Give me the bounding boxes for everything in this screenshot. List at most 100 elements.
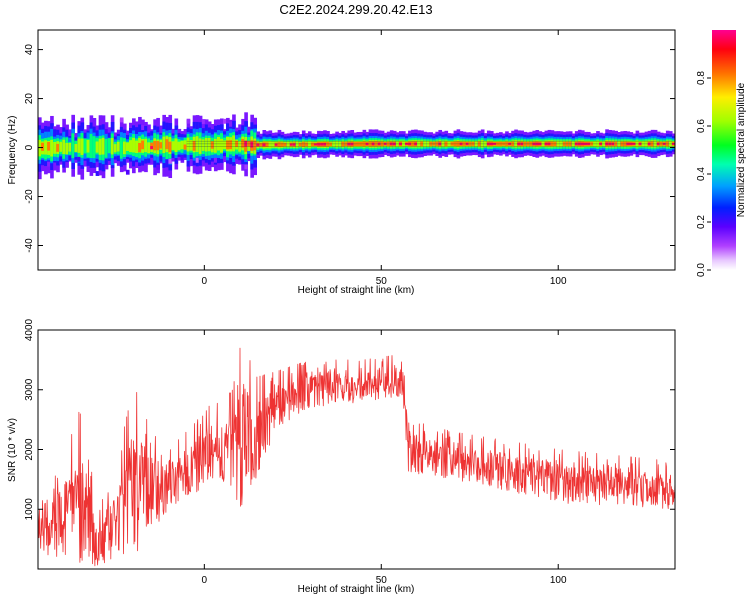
spectrogram-cell — [213, 138, 218, 153]
spectrogram-cell — [180, 140, 185, 150]
spectrogram-cell — [329, 142, 333, 146]
y-tick-label: -40 — [24, 238, 35, 253]
spectrogram-cell — [168, 141, 173, 153]
spectrogram-cell — [153, 141, 157, 151]
spectrogram-cell — [74, 144, 79, 152]
spectrogram-cell — [183, 140, 188, 149]
spectrogram-cell — [262, 143, 267, 147]
spectrogram-cell — [122, 141, 127, 155]
spectrogram-cell — [165, 139, 170, 150]
spectrogram-frame — [37, 29, 676, 271]
spectrogram-cell — [271, 141, 276, 148]
colorbar-ticks: 0.0 0.2 0.4 0.6 0.8 — [696, 71, 711, 277]
spectrogram-cell — [317, 143, 321, 146]
spectrogram-cell — [92, 136, 97, 159]
y-tick-label: 0 — [24, 144, 35, 150]
spectrogram-cell — [280, 142, 285, 147]
spectrogram-cell — [98, 138, 103, 155]
spectrogram-cell — [104, 129, 109, 134]
spectrogram-cell — [229, 121, 233, 127]
y-tick-label: 4000 — [24, 318, 35, 341]
spectrogram-cell — [71, 133, 75, 159]
spectrogram-cell — [174, 138, 179, 153]
x-tick-label: 0 — [202, 276, 208, 287]
x-tick-label: 50 — [376, 575, 388, 586]
y-tick-label: 3000 — [24, 378, 35, 401]
spectrogram-cell — [307, 140, 312, 148]
spectrogram-cell — [122, 123, 127, 129]
snr-x-ticks: 0 50 100 — [202, 330, 567, 586]
spectrogram-cell — [195, 157, 200, 163]
spectrogram-cell — [59, 141, 63, 152]
spectrogram-cell — [95, 141, 100, 153]
spectrogram-cell — [186, 118, 191, 124]
spectrogram-cell — [268, 140, 273, 149]
spectrogram-cell — [119, 117, 124, 123]
spectrogram-cell — [277, 142, 282, 148]
spectrogram-y-label: Frequency (Hz) — [7, 116, 18, 185]
y-tick-label: 1000 — [24, 498, 35, 521]
spectrogram-cell — [220, 138, 224, 153]
spectrogram-panel: 0 50 100 40 20 0 -20 -40 Height of straight li… — [7, 29, 676, 296]
spectrogram-cell — [95, 171, 100, 176]
spectrogram-cell — [83, 138, 88, 154]
spectrogram-cell — [125, 142, 130, 151]
spectrogram-x-label: Height of straight line (km) — [298, 285, 415, 296]
spectrogram-cell — [341, 141, 345, 147]
spectrogram-cell — [150, 146, 154, 150]
spectrogram-cell — [295, 141, 300, 148]
spectrogram-cell — [156, 164, 160, 170]
spectrogram-cell — [129, 163, 133, 169]
snr-x-label: Height of straight line (km) — [298, 584, 415, 595]
spectrogram-cell — [226, 140, 230, 150]
spectrogram-cell — [89, 133, 94, 159]
spectrogram-cell — [256, 143, 261, 146]
spectrogram-cell — [80, 138, 85, 156]
spectrogram-cell — [107, 138, 112, 154]
snr-y-label: SNR (10 * v/v) — [7, 418, 18, 482]
spectrogram-cell — [210, 141, 215, 149]
spectrogram-cell — [141, 125, 145, 130]
spectrogram-cell — [244, 164, 248, 170]
spectrogram-cell — [147, 142, 151, 154]
spectrogram-cell — [125, 169, 130, 175]
spectrogram-cell — [259, 142, 264, 147]
spectrogram-cell — [283, 142, 288, 147]
spectrogram-cell — [204, 137, 209, 152]
spectrogram-cell — [132, 137, 136, 153]
spectrogram-cell — [53, 141, 57, 154]
y-tick-label: -20 — [24, 189, 35, 204]
spectrogram-band — [38, 112, 675, 180]
spectrogram-cell — [298, 142, 303, 147]
snr-series-line — [38, 347, 675, 567]
spectrogram-cell — [165, 159, 170, 165]
spectrogram-cell — [238, 140, 242, 152]
colorbar-tick-label: 0.0 — [696, 263, 707, 277]
colorbar: 0.0 0.2 0.4 0.6 0.8 Normalized spectral ampl… — [696, 30, 747, 277]
colorbar-gradient — [712, 30, 736, 270]
spectrogram-cell — [198, 138, 203, 154]
spectrogram-cell — [253, 140, 257, 151]
spectrogram-cell — [162, 136, 166, 154]
x-tick-label: 100 — [550, 575, 567, 586]
spectrogram-cell — [335, 140, 339, 148]
colorbar-label: Normalized spectral amplitude — [736, 82, 747, 217]
spectrogram-cell — [332, 141, 336, 148]
spectrogram-cell — [141, 140, 145, 150]
spectrogram-cell — [311, 142, 315, 147]
spectrogram-cell — [65, 142, 69, 155]
spectrogram-cell — [150, 142, 154, 149]
spectrogram-cell — [186, 137, 191, 152]
spectrogram-cell — [301, 142, 306, 147]
spectrogram-cell — [229, 140, 233, 150]
spectrogram-cell — [232, 135, 236, 152]
x-tick-label: 100 — [550, 276, 567, 287]
spectrogram-cell — [41, 142, 45, 151]
spectrogram-cell — [62, 139, 66, 155]
spectrogram-cell — [56, 143, 60, 152]
spectrogram-cell — [135, 140, 139, 154]
x-tick-label: 0 — [202, 575, 208, 586]
spectrogram-cell — [110, 138, 115, 155]
spectrogram-cell — [156, 141, 160, 151]
